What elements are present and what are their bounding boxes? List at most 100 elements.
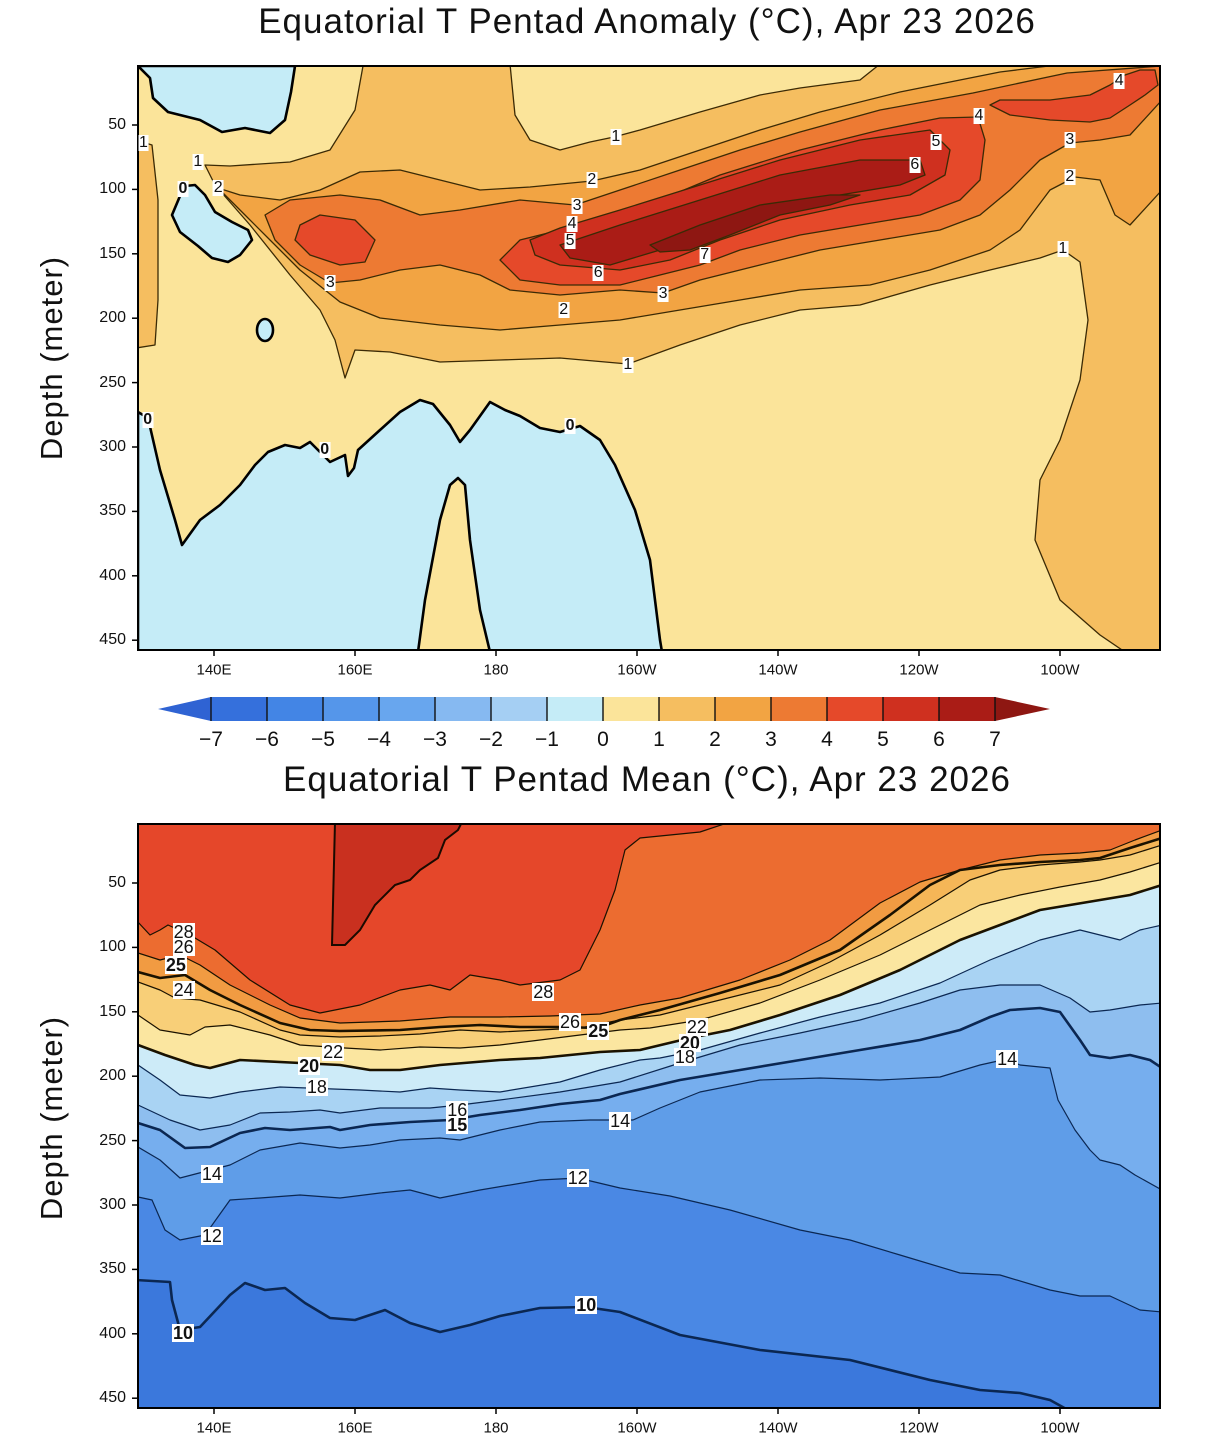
mean-contour-line-14 — [138, 1058, 1160, 1190]
anomaly-y-tick-label: 150 — [99, 244, 126, 262]
anomaly-contour-label: 5 — [564, 231, 576, 249]
colorbar-tick-label: 0 — [597, 728, 609, 751]
anomaly-contour-label: 3 — [571, 197, 583, 215]
mean-x-tick-label: 160E — [337, 1419, 373, 1437]
mean-x-tick-label: 120W — [899, 1419, 939, 1437]
mean-contour-label: 14 — [996, 1049, 1019, 1070]
mean-contour-label: 26 — [172, 937, 195, 958]
anomaly-x-tick-label: 100W — [1040, 661, 1080, 679]
anomaly-y-tick-label: 350 — [99, 502, 126, 520]
mean-contour-label: 25 — [164, 955, 187, 976]
anomaly-band-1-2 — [138, 139, 159, 349]
mean-y-tick-label: 50 — [108, 874, 126, 891]
anomaly-contour-label: 0 — [177, 180, 189, 198]
anomaly-y-tick-label: 400 — [99, 566, 126, 584]
mean-contour-label: 14 — [609, 1111, 632, 1132]
anomaly-contour-plot — [138, 66, 1160, 650]
anomaly-band-4-5 — [294, 214, 376, 266]
mean-contour-label: 24 — [172, 979, 195, 1000]
colorbar-tick-label: 3 — [765, 728, 777, 751]
mean-contour-label: 16 — [446, 1099, 469, 1120]
colorbar-tick-label: −2 — [479, 728, 503, 751]
mean-contour-line-22 — [138, 861, 1160, 1051]
mean-contour-plot — [138, 824, 1160, 1408]
mean-contour-label: 20 — [678, 1032, 701, 1053]
mean-contour-line-18 — [138, 924, 1160, 1099]
colorbar-tick-label: 5 — [877, 728, 889, 751]
anomaly-band-neg1-0 — [138, 398, 663, 650]
mean-y-tick-label: 150 — [99, 1002, 126, 1020]
mean-contour-label: 28 — [532, 982, 555, 1003]
colorbar-swatch — [435, 697, 491, 721]
mean-contour-label: 20 — [298, 1055, 321, 1076]
mean-contour-line-12 — [138, 1177, 1160, 1313]
anomaly-contour-label: 4 — [973, 106, 985, 124]
colorbar-tick-label: −7 — [199, 728, 223, 751]
mean-y-tick-label: 400 — [99, 1324, 126, 1342]
anomaly-y-tick-label: 300 — [99, 438, 126, 455]
mean-contour-line-26 — [138, 830, 1160, 1024]
colorbar-tick-label: −1 — [535, 728, 559, 751]
anomaly-contour-label: 0 — [319, 440, 331, 458]
anomaly-x-tick-label: 160W — [617, 661, 657, 679]
colorbar-swatch — [939, 697, 995, 721]
colorbar-swatch — [323, 697, 379, 721]
colorbar-tick-label: −6 — [255, 728, 279, 751]
mean-contour-label: 28 — [172, 921, 195, 942]
mean-contour-label: 25 — [587, 1021, 610, 1042]
mean-tick-marks — [132, 882, 1061, 1414]
anomaly-y-tick-label: 200 — [99, 309, 126, 327]
mean-contour-label: 12 — [200, 1225, 223, 1246]
anomaly-contour-label: 2 — [1064, 167, 1076, 185]
mean-contour-label: 18 — [305, 1076, 328, 1097]
colorbar-tick-label: −4 — [367, 728, 391, 751]
anomaly-tick-marks — [132, 124, 1061, 656]
mean-contour-label: 12 — [566, 1167, 589, 1188]
anomaly-contour-label: 1 — [622, 355, 634, 373]
colorbar-swatch — [827, 697, 883, 721]
mean-plot-frame — [137, 823, 1161, 1409]
mean-contour-label: 26 — [559, 1012, 582, 1033]
anomaly-contour-label: 1 — [192, 153, 204, 171]
mean-band-28-29 — [138, 824, 724, 1013]
colorbar-tick-label: 4 — [821, 728, 833, 751]
colorbar — [158, 697, 1050, 721]
colorbar-swatch — [771, 697, 827, 721]
anomaly-x-tick-label: 120W — [899, 661, 939, 679]
anomaly-band-neg1-0 — [138, 66, 297, 135]
anomaly-y-tick-label: 250 — [99, 373, 126, 391]
anomaly-contour-label: 1 — [1057, 239, 1069, 257]
anomaly-contour-label: 3 — [657, 284, 669, 302]
mean-x-tick-label: 140E — [196, 1419, 232, 1437]
mean-x-tick-label: 160W — [617, 1419, 657, 1437]
anomaly-contour-label: 6 — [592, 264, 604, 282]
colorbar-min-triangle — [158, 697, 211, 721]
anomaly-x-tick-label: 160E — [337, 661, 373, 679]
anomaly-band-above-7 — [649, 194, 861, 253]
anomaly-contour-label: 0 — [564, 417, 576, 435]
mean-contour-line-16 — [138, 984, 1160, 1131]
mean-x-tick-label: 140W — [758, 1419, 798, 1437]
mean-y-tick-label: 200 — [99, 1067, 126, 1085]
colorbar-tick-label: −3 — [423, 728, 447, 751]
anomaly-contour-label: 2 — [212, 179, 224, 197]
colorbar-tick-label: 6 — [933, 728, 945, 751]
anomaly-x-tick-label: 180 — [483, 661, 509, 679]
mean-contour-label: 22 — [322, 1041, 345, 1062]
anomaly-plot-frame — [137, 65, 1161, 651]
mean-band-above-29 — [330, 824, 463, 946]
mean-band-below-10 — [138, 1280, 1065, 1408]
anomaly-contour-label: 3 — [1064, 131, 1076, 149]
mean-contour-label: 22 — [685, 1017, 708, 1038]
anomaly-contour-label: 4 — [566, 215, 578, 233]
colorbar-swatch — [491, 697, 547, 721]
mean-contour-label: 10 — [171, 1322, 194, 1343]
anomaly-contour-label: 7 — [699, 246, 711, 264]
anomaly-band-neg1-0 — [255, 317, 275, 343]
anomaly-contour-label: 4 — [1113, 72, 1125, 90]
anomaly-chart-title: Equatorial T Pentad Anomaly (°C), Apr 23… — [258, 2, 1036, 41]
mean-x-tick-label: 100W — [1040, 1419, 1080, 1437]
anomaly-contour-label: 1 — [138, 134, 149, 152]
mean-y-tick-label: 250 — [99, 1131, 126, 1149]
colorbar-swatch — [211, 697, 267, 721]
